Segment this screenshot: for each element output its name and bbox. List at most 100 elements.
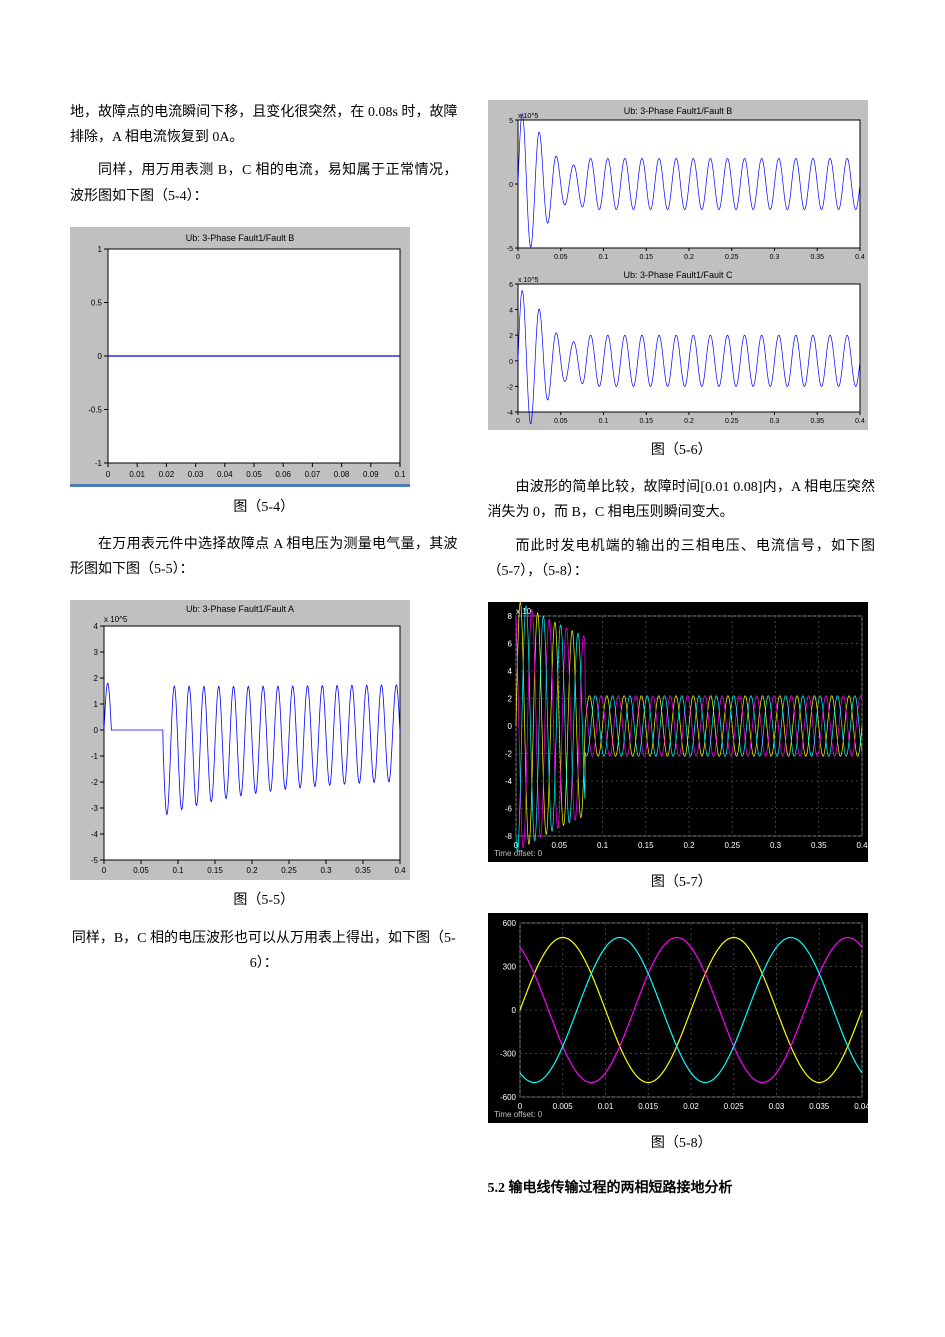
svg-text:0.15: 0.15 xyxy=(637,841,653,850)
svg-text:0.015: 0.015 xyxy=(638,1102,659,1111)
svg-text:-5: -5 xyxy=(506,246,512,253)
svg-text:0.2: 0.2 xyxy=(684,418,694,425)
section-heading: 5.2 输电线传输过程的两相短路接地分析 xyxy=(488,1176,876,1201)
svg-text:0.04: 0.04 xyxy=(854,1102,868,1111)
svg-text:0.3: 0.3 xyxy=(769,418,779,425)
svg-text:2: 2 xyxy=(509,333,513,340)
svg-text:-0.5: -0.5 xyxy=(88,405,102,414)
svg-text:6: 6 xyxy=(509,282,513,289)
svg-text:0: 0 xyxy=(511,1006,516,1015)
svg-text:300: 300 xyxy=(502,963,516,972)
svg-text:0.1: 0.1 xyxy=(172,866,184,875)
svg-text:-6: -6 xyxy=(504,804,512,813)
svg-text:0.1: 0.1 xyxy=(598,418,608,425)
figure-caption: 图（5-4） xyxy=(70,495,458,520)
svg-text:0.35: 0.35 xyxy=(355,866,371,875)
svg-text:0.02: 0.02 xyxy=(683,1102,699,1111)
svg-text:0: 0 xyxy=(516,418,520,425)
svg-text:1: 1 xyxy=(94,700,99,709)
svg-text:0: 0 xyxy=(106,470,111,479)
svg-text:x 10^5: x 10^5 xyxy=(104,615,128,624)
svg-text:0.1: 0.1 xyxy=(394,470,406,479)
svg-text:0.025: 0.025 xyxy=(723,1102,744,1111)
svg-text:0: 0 xyxy=(516,254,520,261)
svg-text:-300: -300 xyxy=(499,1050,516,1059)
svg-text:0.3: 0.3 xyxy=(769,254,779,261)
svg-text:-4: -4 xyxy=(91,830,99,839)
svg-text:0.09: 0.09 xyxy=(363,470,379,479)
right-column: Ub: 3-Phase Fault1/Fault Bx 10^500.050.1… xyxy=(488,100,876,1210)
svg-text:-5: -5 xyxy=(91,856,99,865)
svg-text:0.05: 0.05 xyxy=(133,866,149,875)
svg-text:-2: -2 xyxy=(506,384,512,391)
figure-5-8: 0 0.005 0.01 0.015 0.02 0.025 0.03 0.035 0.04 -60… xyxy=(488,913,876,1123)
svg-text:1: 1 xyxy=(98,245,103,254)
svg-text:0.1: 0.1 xyxy=(596,841,608,850)
svg-text:Ub: 3-Phase Fault1/Fault A: Ub: 3-Phase Fault1/Fault A xyxy=(186,604,294,614)
figure-caption: 图（5-5） xyxy=(70,888,458,913)
svg-text:0.2: 0.2 xyxy=(684,254,694,261)
svg-text:0.35: 0.35 xyxy=(810,841,826,850)
svg-text:-600: -600 xyxy=(499,1093,516,1102)
figure-5-5: Ub: 3-Phase Fault1/Fault A x 10^5 0 0.05 0.1… xyxy=(70,600,458,880)
svg-text:-3: -3 xyxy=(91,804,99,813)
svg-text:-1: -1 xyxy=(91,752,99,761)
svg-text:0.25: 0.25 xyxy=(281,866,297,875)
svg-text:6: 6 xyxy=(507,639,512,648)
svg-text:0: 0 xyxy=(509,359,513,366)
svg-text:0.2: 0.2 xyxy=(683,841,695,850)
svg-text:0.25: 0.25 xyxy=(724,841,740,850)
svg-text:0.04: 0.04 xyxy=(217,470,233,479)
paragraph: 同样，B，C 相的电压波形也可以从万用表上得出，如下图（5-6）： xyxy=(70,926,458,976)
svg-text:0.05: 0.05 xyxy=(246,470,262,479)
svg-text:0.035: 0.035 xyxy=(809,1102,830,1111)
svg-text:Time offset: 0: Time offset: 0 xyxy=(494,1110,543,1119)
svg-text:4: 4 xyxy=(507,667,512,676)
svg-text:0.03: 0.03 xyxy=(768,1102,784,1111)
svg-text:0.03: 0.03 xyxy=(188,470,204,479)
svg-text:-2: -2 xyxy=(91,778,99,787)
svg-text:0.25: 0.25 xyxy=(724,418,738,425)
svg-text:0.01: 0.01 xyxy=(597,1102,613,1111)
svg-text:0.06: 0.06 xyxy=(275,470,291,479)
svg-text:x 10^5: x 10^5 xyxy=(518,277,539,284)
svg-text:0: 0 xyxy=(102,866,107,875)
svg-text:0.005: 0.005 xyxy=(552,1102,573,1111)
svg-text:-8: -8 xyxy=(504,832,512,841)
svg-text:0.08: 0.08 xyxy=(334,470,350,479)
svg-text:0.4: 0.4 xyxy=(394,866,406,875)
paragraph: 地，故障点的电流瞬间下移，且变化很突然，在 0.08s 时，故障排除，A 相电流… xyxy=(70,100,458,150)
svg-text:x 10: x 10 xyxy=(516,607,532,616)
svg-text:0.3: 0.3 xyxy=(320,866,332,875)
svg-text:0.05: 0.05 xyxy=(553,254,567,261)
svg-text:Time offset: 0: Time offset: 0 xyxy=(494,849,543,858)
figure-caption: 图（5-8） xyxy=(488,1131,876,1156)
two-column-layout: 地，故障点的电流瞬间下移，且变化很突然，在 0.08s 时，故障排除，A 相电流… xyxy=(70,100,875,1210)
paragraph: 而此时发电机端的输出的三相电压、电流信号，如下图（5-7），（5-8）： xyxy=(488,534,876,584)
svg-text:0.5: 0.5 xyxy=(91,298,103,307)
svg-text:0: 0 xyxy=(507,722,512,731)
svg-text:0: 0 xyxy=(509,182,513,189)
svg-text:-4: -4 xyxy=(504,777,512,786)
svg-text:-1: -1 xyxy=(95,459,103,468)
svg-text:-2: -2 xyxy=(504,749,512,758)
svg-text:0.25: 0.25 xyxy=(724,254,738,261)
svg-text:0.15: 0.15 xyxy=(207,866,223,875)
svg-text:0.4: 0.4 xyxy=(855,254,865,261)
svg-text:Ub: 3-Phase Fault1/Fault B: Ub: 3-Phase Fault1/Fault B xyxy=(186,233,295,243)
paragraph: 在万用表元件中选择故障点 A 相电压为测量电气量，其波形图如下图（5-5）： xyxy=(70,532,458,582)
svg-text:Ub: 3-Phase Fault1/Fault C: Ub: 3-Phase Fault1/Fault C xyxy=(623,270,733,280)
svg-text:0.01: 0.01 xyxy=(129,470,145,479)
svg-text:2: 2 xyxy=(94,674,99,683)
figure-5-4: Ub: 3-Phase Fault1/Fault B00.010.020.030… xyxy=(70,227,458,487)
svg-text:2: 2 xyxy=(507,694,512,703)
figure-caption: 图（5-7） xyxy=(488,870,876,895)
svg-text:0.05: 0.05 xyxy=(553,418,567,425)
svg-text:5: 5 xyxy=(509,118,513,125)
svg-text:0.15: 0.15 xyxy=(639,254,653,261)
figure-5-7: x 1000.050.10.150.20.250.30.350.4-8-6-4-… xyxy=(488,602,876,862)
svg-text:3: 3 xyxy=(94,648,99,657)
svg-text:-4: -4 xyxy=(506,410,512,417)
svg-text:8: 8 xyxy=(507,612,512,621)
svg-text:0.4: 0.4 xyxy=(855,418,865,425)
